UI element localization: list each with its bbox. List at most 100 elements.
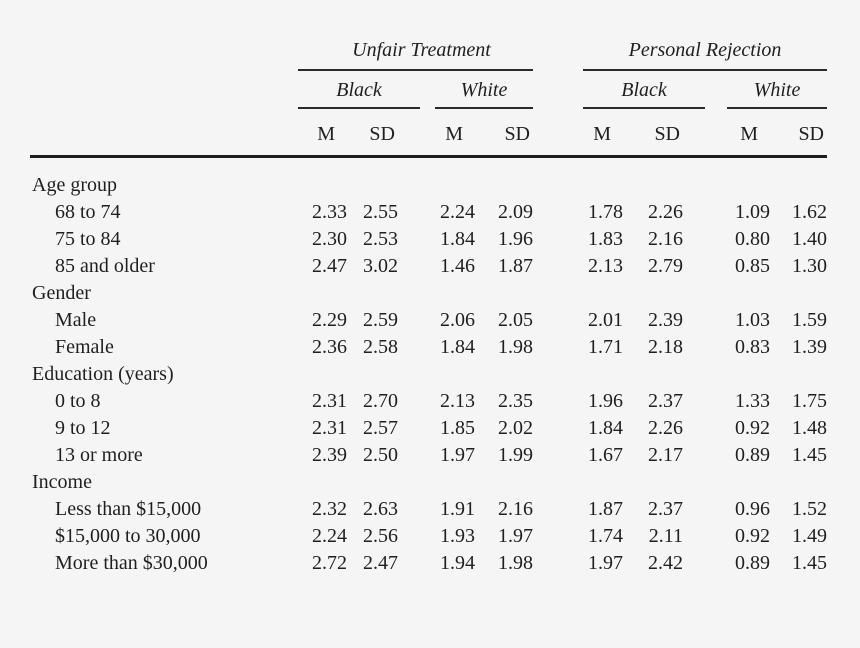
cell-value: 1.97 [498,525,534,547]
column-gap [533,109,584,158]
subgroup-white-unfair: White [420,70,534,109]
cell-value: 2.16 [498,498,534,520]
cell-value: 1.91 [440,498,475,520]
column-gap [533,253,583,280]
column-gap [683,523,708,550]
cell-value: 2.02 [498,417,534,439]
col-header-sd: SD [347,109,398,158]
stat-header-row: M SD M SD M SD M SD [30,109,828,158]
cell-value: 1.94 [440,552,475,574]
row-label: 0 to 8 [55,390,101,412]
cell-value: 1.83 [588,228,624,250]
cell-value: 1.85 [440,417,475,439]
cell-value: 1.74 [588,525,624,547]
cell-value: 0.92 [735,525,771,547]
cell-value: 1.09 [735,201,771,223]
cell-value: 1.93 [440,525,475,547]
column-gap [533,30,583,70]
column-gap [683,550,708,577]
column-gap [533,442,583,469]
table-row: $15,000 to 30,000 2.24 2.56 1.93 1.97 1.74 2.1… [30,523,827,550]
row-label: $15,000 to 30,000 [55,525,201,547]
column-gap [398,307,420,334]
table-row: More than $30,000 2.72 2.47 1.94 1.98 1.97 2.4… [30,550,827,577]
section-label: Age group [32,174,117,196]
cell-value: 2.36 [312,336,347,358]
cell-value: 2.13 [588,255,624,277]
subgroup-white-rejection: White [708,70,828,109]
row-label: More than $30,000 [55,552,208,574]
column-gap [683,388,708,415]
cell-value: 1.45 [792,552,828,574]
column-gap [398,109,420,158]
column-gap [683,199,708,226]
cell-value: 2.39 [648,309,684,331]
cell-value: 2.11 [648,525,684,547]
cell-value: 2.72 [312,552,347,574]
cell-value: 2.06 [440,309,475,331]
stats-table: Unfair Treatment Personal Rejection Blac… [30,30,828,577]
cell-value: 2.39 [312,444,347,466]
cell-value: 1.75 [792,390,828,412]
cell-value: 2.13 [440,390,475,412]
table-body: Age group 68 to 74 2.33 2.55 2.24 2.09 1.78 2.2… [30,156,827,577]
stub-header [30,70,298,109]
cell-value: 0.89 [735,552,771,574]
col-header-m: M [708,109,771,158]
spacer-row [30,156,827,172]
subgroup-black-rejection: Black [583,70,708,109]
column-gap [398,496,420,523]
cell-value: 2.17 [648,444,684,466]
cell-value: 1.98 [498,336,534,358]
cell-value: 1.30 [792,255,828,277]
column-gap [398,442,420,469]
cell-value: 2.56 [363,525,398,547]
cell-value: 1.87 [588,498,624,520]
cell-value: 2.16 [648,228,684,250]
row-label: Less than $15,000 [55,498,202,520]
cell-value: 0.96 [735,498,771,520]
column-gap [683,307,708,334]
cell-value: 2.58 [363,336,398,358]
cell-value: 1.67 [588,444,624,466]
column-gap [398,199,420,226]
cell-value: 2.24 [312,525,347,547]
cell-value: 0.80 [735,228,771,250]
column-gap [398,550,420,577]
column-gap [533,334,583,361]
column-gap [683,253,708,280]
stub-header [30,109,298,158]
table-row: 9 to 12 2.31 2.57 1.85 2.02 1.84 2.26 0.92 1.48 [30,415,827,442]
cell-value: 2.31 [312,417,347,439]
cell-value: 1.49 [792,525,828,547]
cell-value: 2.59 [363,309,398,331]
row-label: 9 to 12 [55,417,111,439]
table-row: 68 to 74 2.33 2.55 2.24 2.09 1.78 2.26 1.09 1.62 [30,199,827,226]
cell-value: 1.97 [440,444,475,466]
subgroup-black-unfair: Black [298,70,420,109]
col-header-m: M [420,109,475,158]
table-row: 85 and older 2.47 3.02 1.46 1.87 2.13 2.79 0.85… [30,253,827,280]
subgroup-label: Black [583,79,706,109]
cell-value: 2.29 [312,309,347,331]
table-row: 13 or more 2.39 2.50 1.97 1.99 1.67 2.17 0.89 1.… [30,442,827,469]
cell-value: 2.01 [588,309,624,331]
column-gap [683,415,708,442]
column-gap [533,496,583,523]
section-row: Education (years) [30,361,827,388]
cell-value: 1.71 [588,336,624,358]
cell-value: 3.02 [363,255,398,277]
cell-value: 0.89 [735,444,771,466]
col-header-sd: SD [475,109,534,158]
section-label: Education (years) [32,363,174,385]
column-gap [533,199,583,226]
cell-value: 2.50 [363,444,398,466]
cell-value: 1.59 [792,309,828,331]
cell-value: 1.62 [792,201,828,223]
race-header-row: Black White Black White [30,70,828,109]
cell-value: 2.26 [648,417,684,439]
cell-value: 1.97 [588,552,624,574]
cell-value: 1.98 [498,552,534,574]
table-row: Less than $15,000 2.32 2.63 1.91 2.16 1.87 2.3… [30,496,827,523]
cell-value: 1.33 [735,390,771,412]
